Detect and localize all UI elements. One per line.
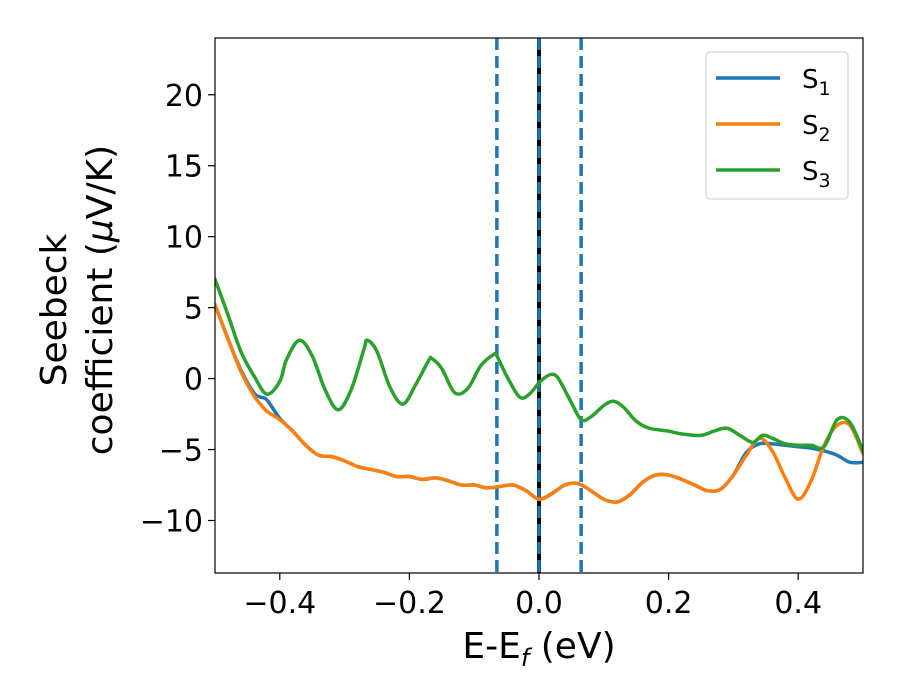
y-tick-label: 15 — [165, 150, 203, 185]
y-tick-label: 10 — [165, 221, 203, 256]
x-tick-label: −0.4 — [243, 586, 316, 621]
legend-label-s3: S3 — [802, 157, 831, 192]
legend-label-s1: S1 — [802, 65, 831, 100]
series-lines — [215, 277, 863, 504]
x-axis-label-unit: (eV) — [529, 626, 615, 667]
y-tick-label: −5 — [159, 434, 203, 469]
legend: S1 S2 S3 — [705, 51, 849, 200]
x-axis: −0.4 −0.2 0.0 0.2 0.4 — [243, 573, 822, 621]
reference-lines — [495, 38, 583, 573]
y-axis-label-mu: μ — [80, 219, 121, 243]
x-axis-label: E-Ef (eV) — [462, 626, 615, 672]
y-tick-label: 20 — [165, 79, 203, 114]
y-tick-label: 5 — [184, 292, 203, 327]
x-tick-label: 0.4 — [774, 586, 822, 621]
y-tick-label: −10 — [140, 504, 203, 539]
y-axis-label-unit: V/K) — [80, 145, 121, 219]
series-line-s2 — [215, 303, 863, 504]
x-tick-label: 0.0 — [515, 586, 563, 621]
y-axis-label-line2: coefficient (μV/K) — [80, 145, 121, 455]
legend-label-s2: S2 — [802, 111, 831, 146]
x-tick-label: 0.2 — [645, 586, 693, 621]
y-tick-label: 0 — [184, 363, 203, 398]
y-axis-label-line1: Seebeck — [34, 233, 75, 386]
series-line-s3 — [215, 277, 863, 453]
y-axis: −10 −5 0 5 10 15 20 — [140, 79, 215, 539]
x-tick-label: −0.2 — [373, 586, 446, 621]
